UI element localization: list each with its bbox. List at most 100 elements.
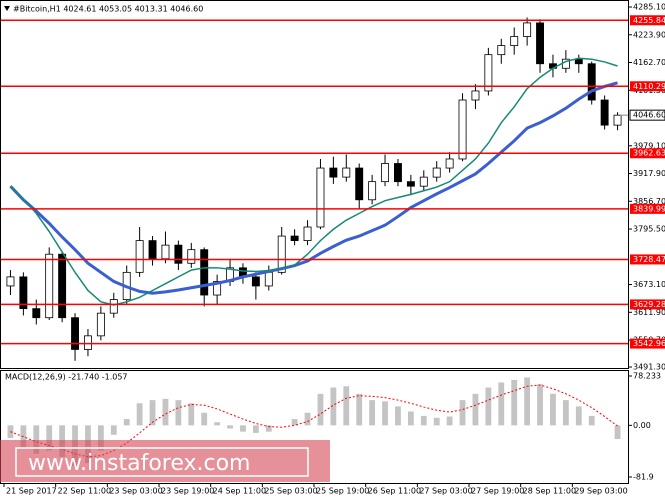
watermark: www.instaforex.com <box>28 451 251 476</box>
x-tick-label: 27 Sep 03:00 <box>419 487 472 496</box>
candle-body <box>32 308 41 319</box>
level-label: 4255.84 <box>633 16 665 25</box>
candle-body <box>84 335 92 350</box>
candle-body <box>109 299 118 314</box>
x-tick-label: 27 Sep 19:00 <box>471 487 524 496</box>
macd-bar <box>369 400 376 426</box>
y-tick-label: 3979.10 <box>633 141 665 150</box>
candle-body <box>148 240 157 260</box>
candle-body <box>368 181 377 201</box>
macd-title: MACD(12,26,9) -21.740 -1.057 <box>5 373 128 382</box>
level-label-box <box>630 338 665 349</box>
macd-bar <box>291 419 298 426</box>
candle-body <box>277 235 286 273</box>
macd-bar <box>395 406 401 426</box>
candle-body <box>510 36 519 46</box>
level-label: 4110.29 <box>633 82 665 91</box>
x-tick-label: 28 Sep 11:00 <box>523 487 576 496</box>
macd-bar <box>562 400 569 426</box>
candle-body <box>497 45 506 56</box>
macd-bar <box>575 406 582 426</box>
y-tick-label: 0.00 <box>633 421 651 430</box>
macd-bar <box>407 411 414 426</box>
last-price-label: 4046.60 <box>633 111 665 120</box>
candle-body <box>406 181 415 187</box>
candle-body <box>45 253 54 319</box>
candle-body <box>355 167 364 201</box>
candle-body <box>135 240 144 273</box>
macd-bar <box>214 422 221 426</box>
x-tick-label: 25 Sep 03:00 <box>264 487 317 496</box>
macd-bar <box>317 393 324 426</box>
candle-body <box>251 276 260 287</box>
macd-signal <box>10 384 618 458</box>
macd-bar <box>356 393 363 426</box>
candle-body <box>458 99 467 160</box>
macd-bar <box>240 425 246 432</box>
level-label-box <box>630 203 665 214</box>
level-label-box <box>630 15 665 26</box>
level-label-box <box>630 299 665 310</box>
level-label-box <box>630 148 665 159</box>
y-tick-label: 4223.90 <box>633 30 665 39</box>
candle-body <box>329 167 338 178</box>
candle-body <box>174 244 183 264</box>
candle-body <box>613 114 622 126</box>
macd-bar <box>343 386 350 426</box>
y-tick-label: 4162.70 <box>633 58 665 67</box>
macd-bar <box>614 425 621 440</box>
candle-body <box>96 312 105 337</box>
macd-bar <box>97 425 104 451</box>
macd-bar <box>498 382 505 426</box>
candle-body <box>394 163 402 183</box>
level-label: 3542.96 <box>633 339 665 348</box>
candle-body <box>574 58 583 65</box>
macd-bar <box>433 417 440 426</box>
watermark-box <box>0 440 330 482</box>
x-tick-label: 23 Sep 03:00 <box>109 487 162 496</box>
x-tick-label: 22 Sep 11:00 <box>58 487 111 496</box>
moving-average <box>9 81 618 295</box>
y-tick-label: 4285.10 <box>633 3 665 12</box>
candle-body <box>445 158 454 169</box>
candle-body <box>600 99 609 126</box>
level-label: 3728.47 <box>633 255 665 264</box>
candle-body <box>587 63 596 101</box>
main-frame <box>0 0 629 369</box>
level-label: 3839.99 <box>633 204 665 213</box>
macd-bar <box>175 400 182 426</box>
candle-body <box>471 90 480 101</box>
chart-title: #Bitcoin,H1 4024.61 4053.05 4013.31 4046… <box>13 5 203 14</box>
macd-bar <box>382 401 388 426</box>
x-tick-label: 29 Sep 03:00 <box>574 487 627 496</box>
macd-bar <box>485 387 492 426</box>
y-tick-label: 3611.90 <box>633 308 665 317</box>
y-tick-label: 78.233 <box>633 372 661 381</box>
macd-bar <box>136 403 143 426</box>
candle-body <box>523 22 532 37</box>
macd-bar <box>588 415 595 426</box>
x-tick-label: 23 Sep 19:00 <box>161 487 214 496</box>
macd-bar <box>304 412 311 426</box>
level-label-box <box>630 254 665 265</box>
macd-bar <box>459 400 466 426</box>
y-tick-label: -81.9 <box>633 473 654 482</box>
y-tick-label: 3856.70 <box>633 197 665 206</box>
candle-body <box>381 163 389 183</box>
last-price-box <box>629 109 665 121</box>
plot-layer <box>1 17 628 467</box>
candle-body <box>419 176 428 187</box>
macd-bar <box>537 384 543 426</box>
macd-bar <box>149 400 156 426</box>
candle-body <box>71 317 79 350</box>
candle-body <box>161 244 170 260</box>
macd-bar <box>524 377 531 426</box>
x-tick-label: 21 Sep 2017 <box>6 487 57 496</box>
macd-bar <box>33 425 40 454</box>
candle-body <box>6 276 15 287</box>
macd-bar <box>420 415 427 426</box>
macd-bar <box>330 387 337 426</box>
candle-body <box>19 276 28 310</box>
macd-bar <box>46 425 53 451</box>
